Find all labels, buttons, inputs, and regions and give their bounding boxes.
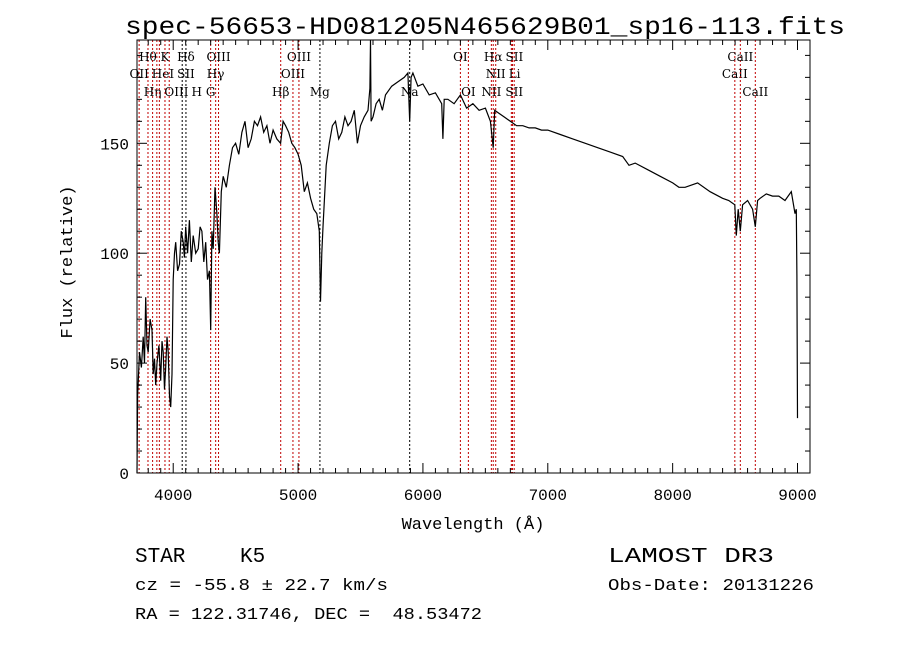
x-tick-label: 8000: [653, 487, 691, 505]
spectral-line-label: Mg: [310, 85, 330, 99]
spectral-line-label: Hθ: [139, 50, 157, 64]
spectral-line-label: NII: [481, 85, 501, 99]
spectral-line-label: OIII: [207, 50, 231, 64]
spectral-line-label: Hδ: [177, 50, 195, 64]
chart-title: spec-56653-HD081205N465629B01_sp16-113.f…: [125, 13, 845, 42]
spectral-line-label: OI: [461, 85, 476, 99]
plot-frame: [136, 39, 811, 474]
redshift-text: cz = -55.8 ± 22.7 km/s: [135, 577, 388, 596]
spectral-line-label: OIII: [164, 85, 188, 99]
spectral-line-label: CaII: [742, 85, 768, 99]
axis-ticks: 4000 5000 6000 7000 8000 9000 0 50 100 150: [100, 40, 817, 505]
x-axis-label: Wavelength (Å): [402, 516, 545, 535]
x-tick-label: 4000: [154, 487, 192, 505]
y-axis-label: Flux (relative): [59, 185, 78, 338]
y-tick-label: 50: [110, 356, 129, 374]
spectral-line-label: OII: [130, 67, 150, 81]
spectral-line-label: CaII: [722, 67, 748, 81]
y-tick-label: 0: [119, 466, 129, 484]
spectral-line-label: OIII: [281, 67, 305, 81]
y-tick-label: 150: [100, 136, 129, 154]
spectral-line-label: OIII: [287, 50, 311, 64]
spectral-line-label: G: [206, 85, 216, 99]
spectral-line-label: Hγ: [207, 67, 225, 81]
subclass: K5: [240, 546, 265, 569]
survey-name: LAMOST DR3: [608, 546, 774, 569]
spectrum-line: [136, 39, 799, 474]
x-tick-label: 7000: [529, 487, 567, 505]
spectral-line-label: SII: [505, 85, 523, 99]
y-tick-label: 100: [100, 246, 129, 264]
spectral-line-label: K: [161, 50, 171, 64]
object-class: STAR: [135, 546, 186, 569]
spectral-line-label: Na: [401, 85, 419, 99]
spectral-line-label: OI: [453, 50, 468, 64]
spectral-line-label: Hα: [484, 50, 503, 64]
obs-date: Obs-Date: 20131226: [608, 577, 814, 596]
coordinates: RA = 122.31746, DEC = 48.53472: [135, 606, 482, 625]
x-tick-label: 6000: [404, 487, 442, 505]
spectral-line-label: HeI: [152, 67, 175, 81]
spectral-line-label: Hη: [144, 85, 162, 99]
spectral-line-label: H: [192, 85, 202, 99]
x-tick-label: 5000: [279, 487, 317, 505]
x-tick-label: 9000: [778, 487, 816, 505]
spectral-line-label: CaII: [727, 50, 753, 64]
spectral-line-label: NII: [486, 67, 506, 81]
spectral-line-label: Hβ: [272, 85, 289, 99]
